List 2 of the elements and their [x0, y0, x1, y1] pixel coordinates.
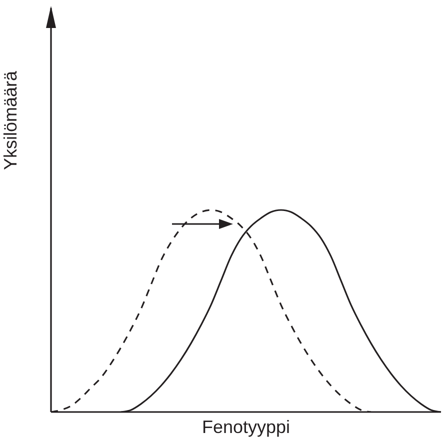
y-axis-title: Yksilömäärä — [0, 70, 20, 170]
x-axis-title: Fenotyyppi — [202, 417, 290, 437]
